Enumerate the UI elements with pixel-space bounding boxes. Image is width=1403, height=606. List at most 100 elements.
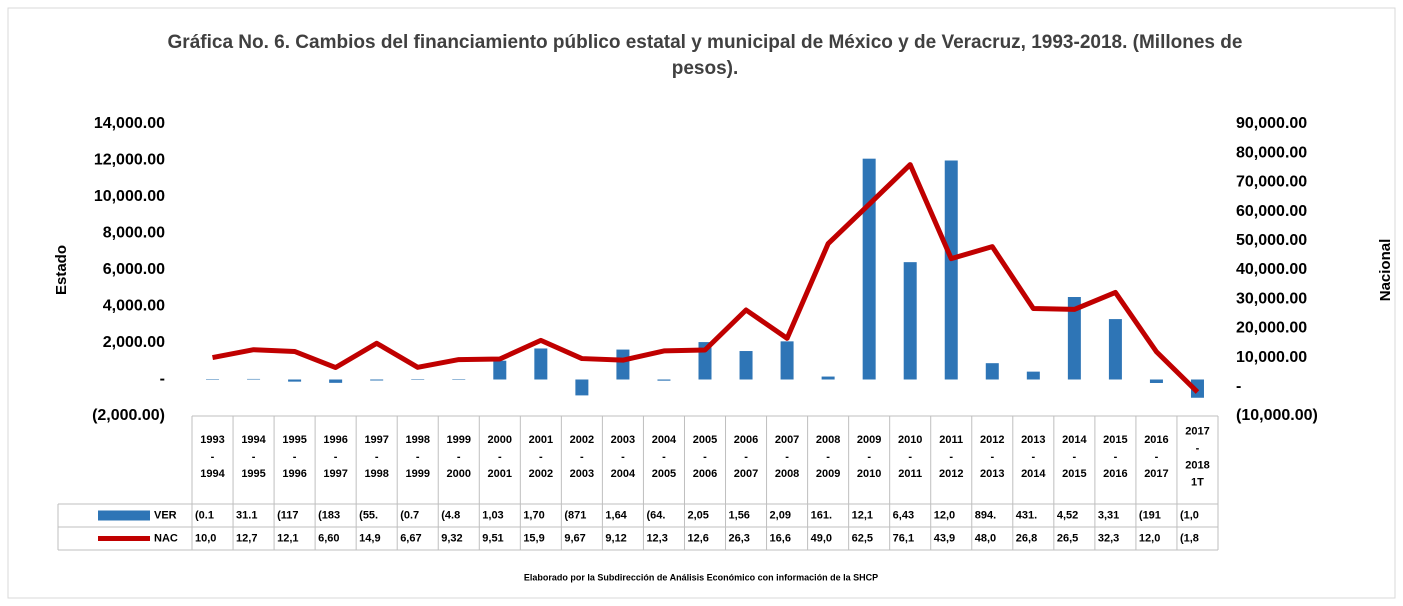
data-label: 43,9	[934, 532, 955, 544]
x-tick-label: -	[334, 451, 338, 463]
x-tick-label: 2018	[1185, 459, 1209, 471]
x-tick-label: 2014	[1021, 468, 1046, 480]
y-tick-label: 10,000.00	[94, 188, 165, 205]
x-tick-label: -	[1196, 442, 1200, 454]
bar	[1067, 297, 1081, 380]
x-tick-label: 2012	[939, 468, 963, 480]
x-tick-label: -	[1073, 451, 1077, 463]
data-label: 62,5	[852, 532, 873, 544]
legend-label: NAC	[154, 532, 178, 544]
x-tick-label: 2004	[611, 468, 636, 480]
legend-label: VER	[154, 509, 177, 521]
data-label: 12,7	[236, 532, 257, 544]
data-label: (0.7	[400, 509, 419, 521]
y-tick-label: (2,000.00)	[92, 407, 165, 424]
x-tick-label: 1996	[282, 468, 306, 480]
x-tick-label: -	[744, 451, 748, 463]
y2-tick-label: 70,000.00	[1236, 174, 1307, 191]
data-label: 12,6	[687, 532, 708, 544]
x-tick-label: -	[662, 451, 666, 463]
bar	[821, 376, 835, 380]
y-tick-label: -	[160, 371, 165, 388]
x-tick-label: 2005	[693, 434, 717, 446]
data-label: 31.1	[236, 509, 257, 521]
x-tick-label: 2010	[898, 434, 922, 446]
y-tick-label: 8,000.00	[103, 225, 165, 242]
x-tick-label: 2001	[529, 434, 553, 446]
bar	[862, 158, 876, 380]
x-tick-label: -	[785, 451, 789, 463]
x-tick-label: 2000	[447, 468, 471, 480]
bar	[1026, 371, 1040, 380]
data-label: (64.	[646, 509, 665, 521]
x-tick-label: -	[867, 451, 871, 463]
data-label: 6,43	[893, 509, 914, 521]
y-tick-label: 6,000.00	[103, 261, 165, 278]
y2-tick-label: 10,000.00	[1236, 349, 1307, 366]
x-tick-label: -	[416, 451, 420, 463]
x-tick-label: 1998	[364, 468, 388, 480]
y2-tick-label: 20,000.00	[1236, 320, 1307, 337]
data-label: 3,31	[1098, 509, 1119, 521]
y2-tick-label: (10,000.00)	[1236, 407, 1318, 424]
x-tick-label: 1997	[364, 434, 388, 446]
y2-tick-label: 30,000.00	[1236, 290, 1307, 307]
x-tick-label: 2016	[1144, 434, 1168, 446]
x-tick-label: 1999	[405, 468, 429, 480]
y2-tick-label: 80,000.00	[1236, 144, 1307, 161]
data-label: 4,52	[1057, 509, 1078, 521]
data-label: 2,05	[687, 509, 708, 521]
data-label: 1,56	[729, 509, 750, 521]
y2-tick-label: 50,000.00	[1236, 232, 1307, 249]
x-tick-label: 2017	[1144, 468, 1168, 480]
chart-border	[7, 7, 1396, 599]
data-label: 6,67	[400, 532, 421, 544]
data-label: 76,1	[893, 532, 914, 544]
x-tick-label: 1994	[200, 468, 225, 480]
data-label: 49,0	[811, 532, 832, 544]
x-tick-label: 1995	[282, 434, 306, 446]
data-label: (191	[1139, 509, 1161, 521]
x-tick-label: 2011	[898, 468, 922, 480]
bar	[780, 341, 794, 380]
x-tick-label: 2010	[857, 468, 881, 480]
x-tick-label: -	[457, 451, 461, 463]
y-tick-label: 2,000.00	[103, 334, 165, 351]
x-tick-label: -	[949, 451, 953, 463]
x-tick-label: 2015	[1103, 434, 1127, 446]
bar	[452, 379, 466, 380]
x-tick-label: 2006	[693, 468, 717, 480]
x-tick-label: 2015	[1062, 468, 1086, 480]
data-label: (117	[277, 509, 298, 521]
x-tick-label: -	[908, 451, 912, 463]
x-tick-label: 2006	[734, 434, 758, 446]
x-tick-label: -	[580, 451, 584, 463]
x-tick-label: 2013	[980, 468, 1004, 480]
x-tick-label: 1997	[323, 468, 347, 480]
x-tick-label: 1994	[241, 434, 266, 446]
data-label: (0.1	[195, 509, 214, 521]
data-label: 14,9	[359, 532, 380, 544]
x-tick-label: 2014	[1062, 434, 1087, 446]
data-label: 26,5	[1057, 532, 1078, 544]
bar	[411, 379, 425, 380]
x-tick-label: -	[252, 451, 256, 463]
x-tick-label: 2008	[816, 434, 840, 446]
x-tick-label: -	[375, 451, 379, 463]
y-tick-label: 4,000.00	[103, 298, 165, 315]
data-label: 9,67	[564, 532, 585, 544]
y2-tick-label: 40,000.00	[1236, 261, 1307, 278]
bar	[985, 363, 999, 380]
y2-tick-label: -	[1236, 378, 1241, 395]
bar	[329, 379, 343, 383]
x-tick-label: 2004	[652, 434, 677, 446]
x-tick-label: -	[498, 451, 502, 463]
x-tick-label: 2009	[816, 468, 840, 480]
x-tick-label: 2002	[570, 434, 594, 446]
data-label: 48,0	[975, 532, 996, 544]
data-label: 9,12	[605, 532, 626, 544]
data-label: 161.	[811, 509, 832, 521]
data-label: 1,70	[523, 509, 544, 521]
